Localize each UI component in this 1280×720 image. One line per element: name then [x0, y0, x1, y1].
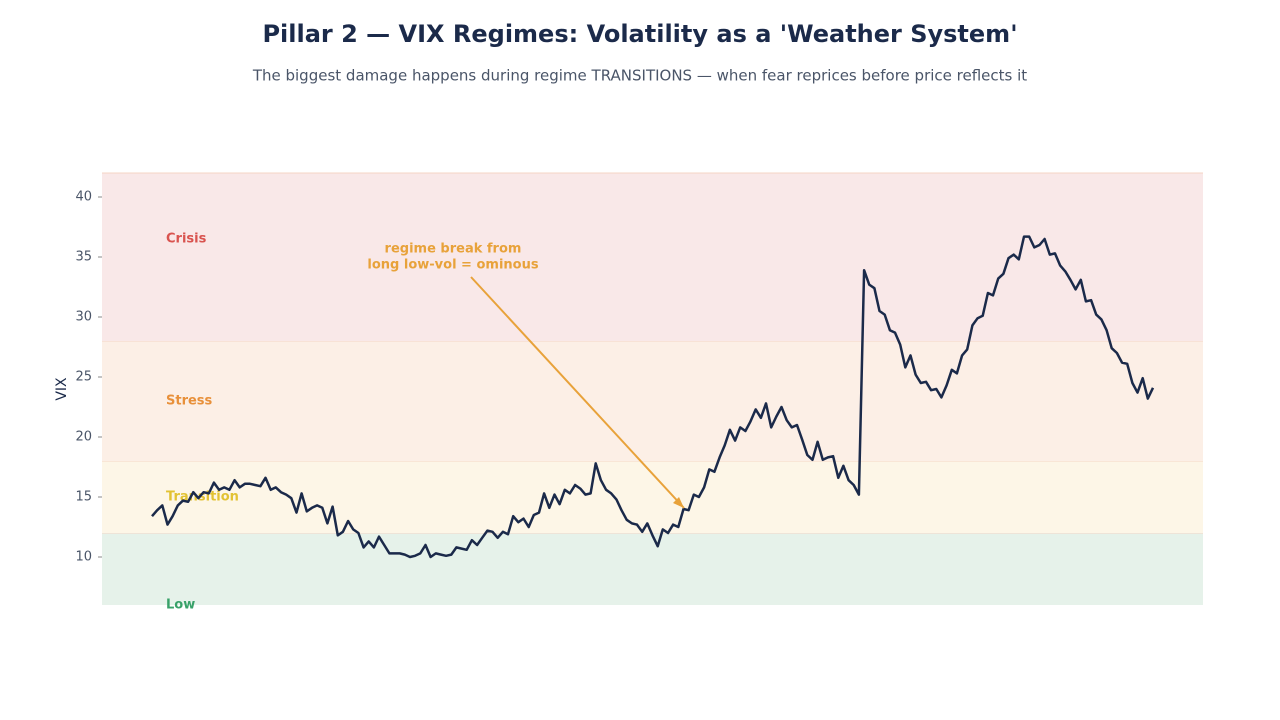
- regime-band: [102, 533, 1203, 605]
- annotation-arrow: [470, 276, 685, 509]
- arrow-head: [673, 497, 684, 508]
- regime-band: [102, 341, 1203, 461]
- annotation-text: regime break from: [385, 242, 522, 257]
- chart-subtitle: The biggest damage happens during regime…: [252, 67, 1027, 85]
- regime-band: [102, 173, 1203, 341]
- band-label: Low: [166, 598, 195, 613]
- regime-band: [102, 461, 1203, 533]
- y-tick-label: 15: [75, 490, 92, 505]
- y-tick-label: 25: [75, 370, 92, 385]
- y-axis-label: VIX: [54, 377, 70, 401]
- band-label: Crisis: [166, 232, 207, 247]
- y-tick-label: 20: [75, 430, 92, 445]
- annotation: regime break from long low-vol = ominous: [367, 242, 685, 509]
- y-tick-label: 10: [75, 550, 92, 565]
- band-label: Stress: [166, 394, 213, 409]
- annotation-text: long low-vol = ominous: [367, 258, 538, 273]
- chart-title: Pillar 2 — VIX Regimes: Volatility as a …: [262, 20, 1017, 48]
- plot: 10 15 20 25 30 35 40: [75, 190, 1155, 565]
- y-tick-label: 40: [75, 190, 92, 205]
- y-tick-label: 30: [75, 310, 92, 325]
- y-tick-label: 35: [75, 250, 92, 265]
- vix-line: [151, 235, 1155, 559]
